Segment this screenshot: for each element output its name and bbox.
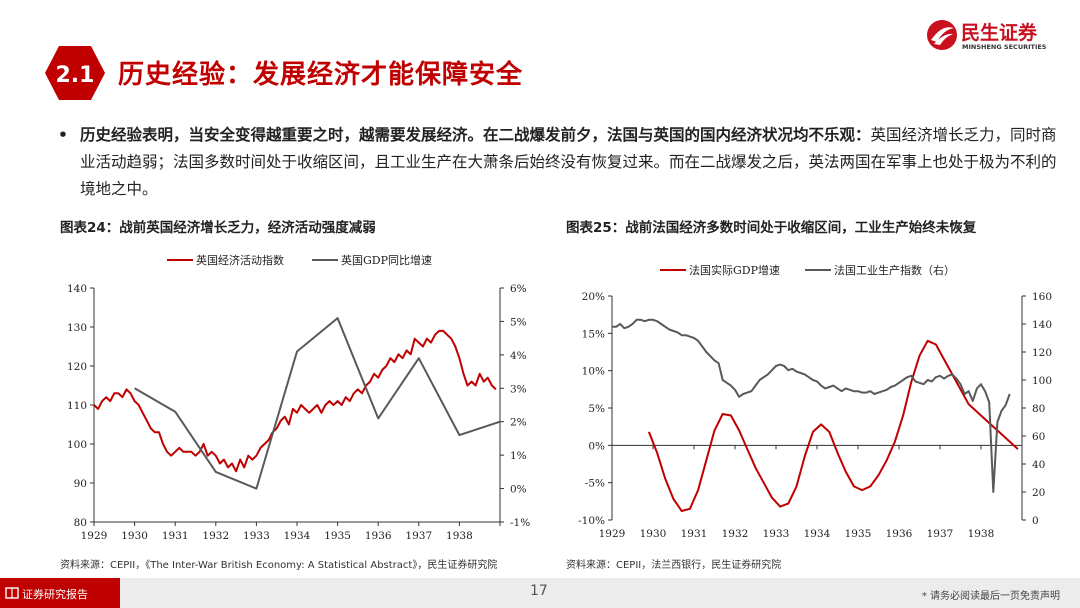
y-right-tick-label: 1% xyxy=(510,450,527,462)
y-left-tick-label: 90 xyxy=(74,478,87,490)
y-left-tick-label: 100 xyxy=(67,439,87,451)
x-tick-label: 1936 xyxy=(365,530,392,542)
report-icon xyxy=(5,587,19,599)
uk-economy-chart: 80 90 100 110 120 130 140 -1% 0% 1% 2% 3% 4% 5% 6% 1929… xyxy=(67,253,530,542)
page-number: 17 xyxy=(530,583,548,599)
x-tick-label: 1929 xyxy=(81,530,108,542)
footer-label: 证券研究报告 xyxy=(22,588,88,601)
y-left-tick-label: 110 xyxy=(67,400,87,412)
x-tick-label: 1937 xyxy=(927,528,954,540)
footer-label-bar: 证券研究报告 xyxy=(0,578,120,608)
x-tick-label: 1932 xyxy=(202,530,229,542)
series-line-0 xyxy=(647,339,1019,512)
y-right-tick-label: 2% xyxy=(510,417,527,429)
legend-label-0: 英国经济活动指数 xyxy=(196,253,284,267)
y-right-tick-label: 20 xyxy=(1032,487,1045,499)
x-tick-label: 1935 xyxy=(845,528,872,540)
y-right-tick-label: 120 xyxy=(1032,347,1052,359)
page-title: 历史经验：发展经济才能保障安全 xyxy=(118,60,524,90)
bullet-dot: • xyxy=(58,126,68,144)
y-right-tick-label: 5% xyxy=(510,316,527,328)
y-left-tick-label: 80 xyxy=(74,517,87,529)
y-right-tick-label: 3% xyxy=(510,383,527,395)
y-right-tick-label: 0 xyxy=(1032,515,1039,527)
y-right-tick-label: 0% xyxy=(510,484,527,496)
x-tick-label: 1933 xyxy=(243,530,270,542)
legend-label-1: 法国工业生产指数（右） xyxy=(834,263,955,277)
summary-bold: 历史经验表明，当安全变得越重要之时，越需要发展经济。在二战爆发前夕，法国与英国的… xyxy=(80,126,871,144)
page-footer: 证券研究报告 17 * 请务必阅读最后一页免责声明 xyxy=(0,578,1080,608)
y-right-tick-label: 6% xyxy=(510,283,527,295)
france-economy-chart: -10% -5% 0% 5% 10% 15% 20% 0 20 40 60 80 100 120 140 16… xyxy=(578,263,1052,540)
summary-paragraph: • 历史经验表明，当安全变得越重要之时，越需要发展经济。在二战爆发前夕，法国与英… xyxy=(58,122,1058,203)
x-tick-label: 1932 xyxy=(722,528,749,540)
y-right-tick-label: -1% xyxy=(510,517,530,529)
y-left-tick-label: -10% xyxy=(578,515,605,527)
x-tick-label: 1931 xyxy=(162,530,189,542)
legend-label-1: 英国GDP同比增速 xyxy=(341,253,432,267)
y-left-tick-label: 15% xyxy=(582,328,605,340)
y-left-tick-label: 140 xyxy=(67,283,87,295)
chart24-title: 图表24：战前英国经济增长乏力，经济活动强度减弱 xyxy=(60,220,376,236)
x-tick-label: 1930 xyxy=(121,530,148,542)
x-tick-label: 1929 xyxy=(599,528,626,540)
footer-disclaimer: * 请务必阅读最后一页免责声明 xyxy=(921,591,1060,602)
y-left-tick-label: -5% xyxy=(585,478,605,490)
chart24-source: 资料来源：CEPII，《The Inter-War British Econom… xyxy=(60,560,498,571)
x-tick-label: 1930 xyxy=(640,528,667,540)
y-right-tick-label: 60 xyxy=(1032,431,1045,443)
y-right-tick-label: 140 xyxy=(1032,319,1052,331)
y-left-tick-label: 10% xyxy=(582,366,605,378)
logo-name: 民生证券 xyxy=(961,22,1038,44)
chart25-title: 图表25：战前法国经济多数时间处于收缩区间，工业生产始终未恢复 xyxy=(566,220,977,236)
y-right-tick-label: 4% xyxy=(510,350,527,362)
y-left-tick-label: 0% xyxy=(588,440,605,452)
company-logo: 民生证券 MINSHENG SECURITIES xyxy=(925,16,1055,56)
section-number: 2.1 xyxy=(56,63,95,88)
y-right-tick-label: 80 xyxy=(1032,403,1045,415)
legend-label-0: 法国实际GDP增速 xyxy=(689,263,780,277)
section-number-badge: 2.1 xyxy=(45,46,105,100)
x-tick-label: 1938 xyxy=(968,528,995,540)
y-left-tick-label: 130 xyxy=(67,322,87,334)
series-line-1 xyxy=(612,318,1011,493)
series-line-1 xyxy=(134,317,501,490)
x-tick-label: 1937 xyxy=(405,530,432,542)
y-left-tick-label: 20% xyxy=(582,291,605,303)
minsheng-logo-icon xyxy=(927,20,957,50)
x-tick-label: 1933 xyxy=(763,528,790,540)
summary-text: 英国经济增长乏力，同时商业活动趋弱；法国多数时间处于收缩区间，且工业生产在大萧条… xyxy=(80,126,1057,198)
y-right-tick-label: 100 xyxy=(1032,375,1052,387)
x-tick-label: 1938 xyxy=(446,530,473,542)
x-tick-label: 1934 xyxy=(284,530,311,542)
series-line-0 xyxy=(93,329,497,473)
y-right-tick-label: 160 xyxy=(1032,291,1052,303)
y-left-tick-label: 120 xyxy=(67,361,87,373)
y-right-tick-label: 40 xyxy=(1032,459,1045,471)
x-tick-label: 1931 xyxy=(681,528,708,540)
x-tick-label: 1935 xyxy=(324,530,351,542)
logo-subtitle: MINSHENG SECURITIES xyxy=(962,43,1047,51)
x-tick-label: 1934 xyxy=(804,528,831,540)
x-tick-label: 1936 xyxy=(886,528,913,540)
y-left-tick-label: 5% xyxy=(588,403,605,415)
chart25-source: 资料来源：CEPII，法兰西银行，民生证券研究院 xyxy=(566,560,782,571)
